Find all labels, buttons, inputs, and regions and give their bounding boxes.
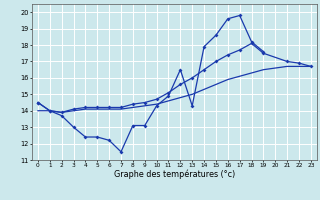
X-axis label: Graphe des températures (°c): Graphe des températures (°c) — [114, 170, 235, 179]
